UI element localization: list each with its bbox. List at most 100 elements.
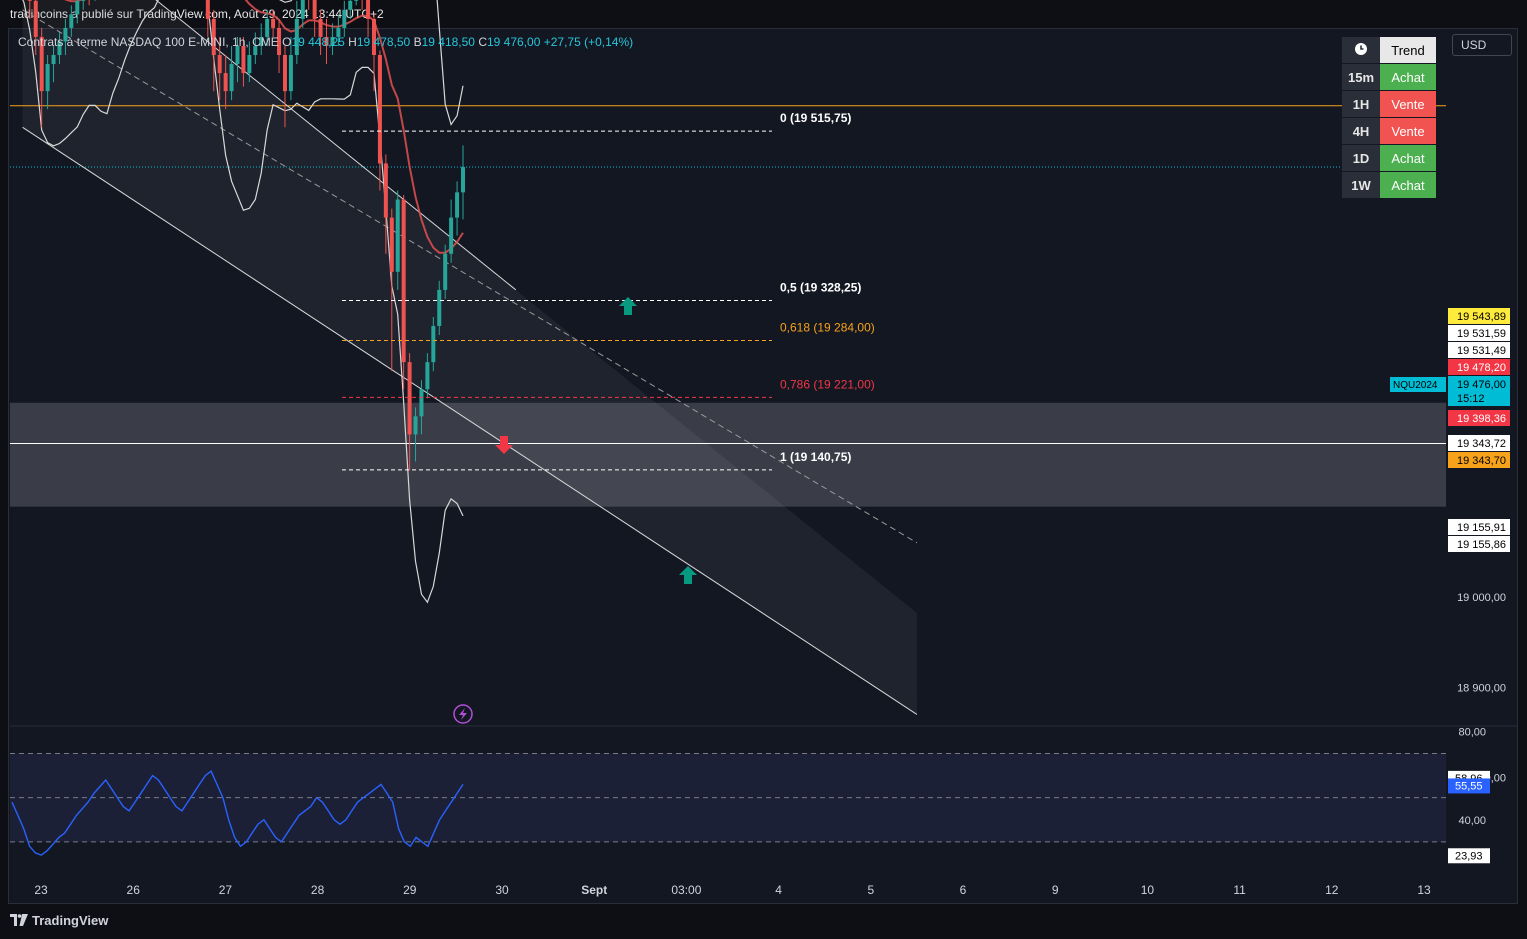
rsi-label: 55,55 [1455,780,1483,792]
legend-open-label: O [282,35,292,49]
x-axis-tick: 03:00 [671,883,701,897]
rsi-band-fill [10,753,1446,842]
candle-body [211,18,216,56]
x-axis-tick: 27 [219,883,233,897]
candle-body [300,0,305,19]
candle-body [33,0,38,37]
buy-arrow-icon [619,297,637,315]
candle-body [57,41,62,56]
trend-status: Vente [1380,118,1436,144]
price-scale-label-bg [1448,359,1510,375]
candle-body [437,289,442,327]
candle-body [247,55,252,74]
sell-arrow-icon [495,436,513,454]
channel-lower-line [22,126,918,715]
legend-title: Contrats à terme NASDAQ 100 E-MINI, 1h, … [18,35,279,49]
candle-body [217,55,222,74]
x-axis-tick: 10 [1141,883,1155,897]
publisher-line: tradincoins a publié sur TradingView.com… [10,7,384,21]
footer-brand[interactable]: TradingView [10,913,108,928]
candle-body [401,199,406,363]
candle-body [443,253,448,290]
symbol-legend: Contrats à terme NASDAQ 100 E-MINI, 1h, … [18,35,633,49]
candle-body [354,0,359,1]
footer-brand-label: TradingView [32,913,109,928]
trend-timeframe: 4H [1342,118,1380,144]
price-scale-label: 19 155,91 [1457,522,1506,534]
price-scale-label-bg [1448,452,1510,468]
candle-body [205,0,210,19]
currency-selector[interactable]: USD [1452,34,1512,56]
candle-body [330,36,335,46]
x-axis-tick: 30 [495,883,509,897]
event-lightning-icon [453,704,473,724]
chart-frame[interactable] [8,28,1518,904]
candle-body [425,362,430,390]
ema-line [64,0,464,254]
support-zone [10,402,1446,507]
trend-header-label: Trend [1380,37,1436,63]
trend-status: Vente [1380,91,1436,117]
fib-level-label: 1 (19 140,75) [780,450,851,464]
y-axis-tick: 18 900,00 [1457,682,1506,694]
candle-body [39,36,44,92]
rsi-line [11,770,464,856]
candle-body [318,18,323,37]
candle-body [223,73,228,92]
channel-mid-line [22,9,918,544]
event-lightning-glyph [459,708,467,720]
legend-close-label: C [478,35,487,49]
candle-body [51,55,56,65]
legend-low: 19 418,50 [421,35,475,49]
candle-body [45,64,50,92]
price-scale-label: 19 543,89 [1457,311,1506,323]
legend-open: 19 448,25 [291,35,345,49]
trend-timeframe: 1W [1342,172,1380,198]
candle-body [371,18,376,56]
candle-body [395,199,400,272]
candle-body [407,362,412,435]
x-axis-tick: 26 [127,883,141,897]
trend-row: 4H Vente [1342,118,1436,144]
x-axis-tick: 11 [1233,883,1246,897]
price-scale-label-bg [1448,342,1510,358]
fib-level-label: 0,5 (19 328,25) [780,280,861,294]
price-scale-label-bg [1448,519,1510,535]
candle-body [229,64,234,92]
price-scale-label-bg [1448,325,1510,341]
trend-table-header: Trend [1342,37,1436,63]
trend-row: 1W Achat [1342,172,1436,198]
candle-body [366,0,371,19]
legend-high: 19 478,50 [356,35,411,49]
candle-body [324,36,329,46]
trend-status: Achat [1380,172,1436,198]
price-scale-label-bg [1448,536,1510,552]
candle-body [431,326,436,363]
candle-body [63,27,68,42]
x-axis-tick: 5 [867,883,874,897]
trend-status: Achat [1380,145,1436,171]
trend-row: 15m Achat [1342,64,1436,90]
candle-body [271,18,276,28]
legend-low-label: B [413,35,422,49]
price-scale-label: 19 478,20 [1457,362,1506,374]
candle-body [259,36,264,46]
candle-body [419,389,424,417]
candle-body [461,167,465,193]
fib-level-label: 0,786 (19 221,00) [780,377,875,391]
trend-timeframe: 1H [1342,91,1380,117]
buy-arrow-icon [679,566,697,584]
candle-body [282,55,287,92]
x-axis-tick: Sept [581,883,607,897]
candle-body [377,55,382,164]
price-scale-label: 19 343,70 [1457,455,1506,467]
candle-body [81,0,86,1]
price-scale-label: 19 398,36 [1457,413,1506,425]
fib-level-label: 0 (19 515,75) [780,111,851,125]
rsi-axis-tick: 80,00 [1458,726,1486,738]
rsi-label: 23,93 [1455,850,1483,862]
price-scale-label-bg [1448,410,1510,426]
x-axis-tick: 4 [775,883,782,897]
trend-timeframe: 15m [1342,64,1380,90]
